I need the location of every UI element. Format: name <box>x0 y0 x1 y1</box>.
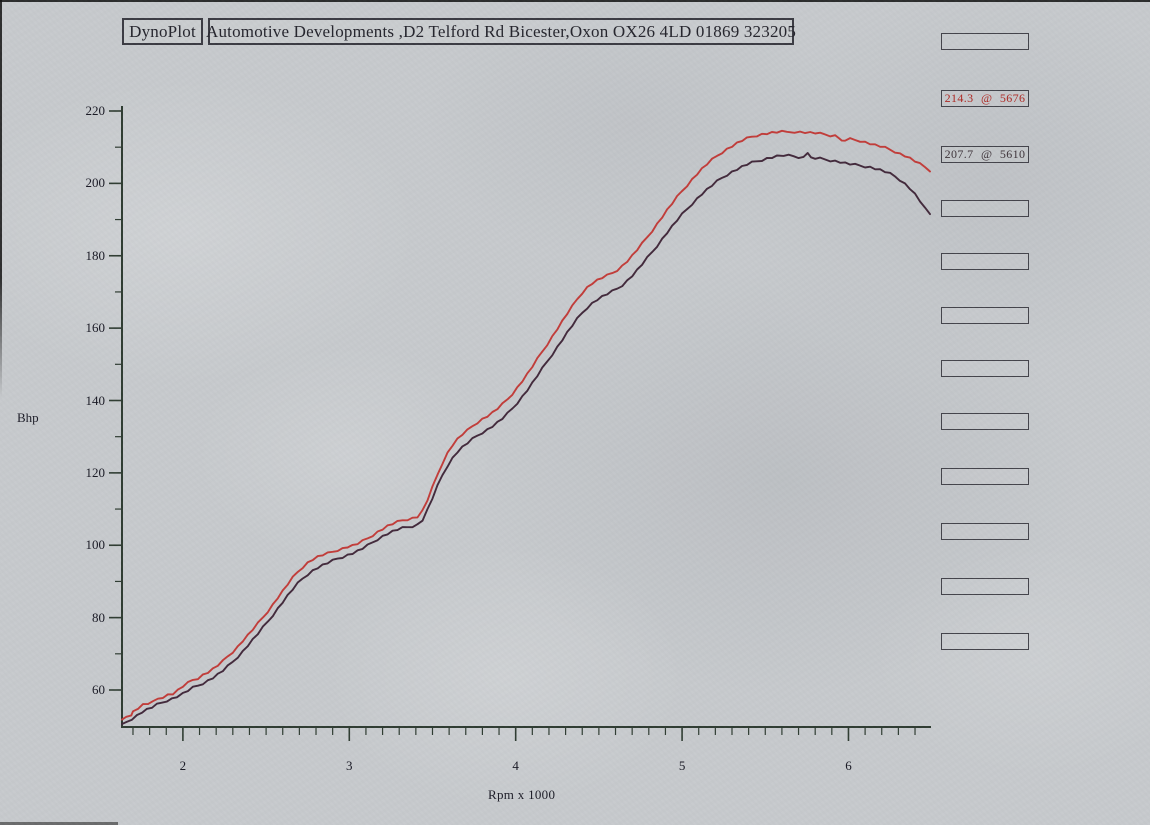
scan-edge-top-artifact <box>0 0 1150 2</box>
power-curve-run_2_dark <box>121 152 931 725</box>
x-tick-label-6: 6 <box>845 758 852 773</box>
dynoplot-logo-text: DynoPlot <box>129 21 196 41</box>
y-tick-label-220: 220 <box>85 103 106 118</box>
peak-power-run2-label: 207.7 @ 5610 <box>944 147 1026 161</box>
peak-power-run1-label: 214.3 @ 5676 <box>944 91 1026 105</box>
x-tick-label-3: 3 <box>346 758 353 773</box>
y-tick-label-200: 200 <box>85 175 106 191</box>
y-tick-label-120: 120 <box>85 464 106 480</box>
x-tick-label-4: 4 <box>512 758 519 773</box>
power-curve-run_1_red <box>121 129 931 721</box>
result-box-4 <box>941 253 1029 270</box>
result-box-6 <box>941 360 1029 377</box>
x-tick-label-5: 5 <box>678 758 686 773</box>
y-tick-label-80: 80 <box>92 609 105 625</box>
y-axis-title: Bhp <box>17 410 39 425</box>
y-tick-label-60: 60 <box>92 682 105 697</box>
result-box-7 <box>941 413 1029 430</box>
y-tick-label-160: 160 <box>85 320 106 336</box>
scan-edge-bottom-artifact <box>0 822 118 825</box>
x-axis-title: Rpm x 1000 <box>488 787 556 802</box>
result-box-0 <box>941 33 1029 50</box>
result-box-3 <box>941 200 1029 217</box>
peak-power-run1-box: 214.3 @ 5676 <box>941 90 1029 107</box>
x-tick-label-2: 2 <box>179 758 187 773</box>
shop-address-text: Automotive Developments ,D2 Telford Rd B… <box>205 21 797 41</box>
result-box-8 <box>941 468 1029 485</box>
dynoplot-logo-box: DynoPlot <box>122 18 203 45</box>
y-tick-label-100: 100 <box>85 537 106 553</box>
shop-address-box: Automotive Developments ,D2 Telford Rd B… <box>205 18 797 45</box>
result-box-11 <box>941 633 1029 650</box>
result-box-5 <box>941 307 1029 324</box>
y-tick-label-140: 140 <box>85 392 106 408</box>
result-box-9 <box>941 523 1029 540</box>
peak-power-run2-box: 207.7 @ 5610 <box>941 146 1029 163</box>
result-box-10 <box>941 578 1029 595</box>
y-tick-label-180: 180 <box>85 247 106 263</box>
scan-edge-left-artifact <box>0 0 2 398</box>
